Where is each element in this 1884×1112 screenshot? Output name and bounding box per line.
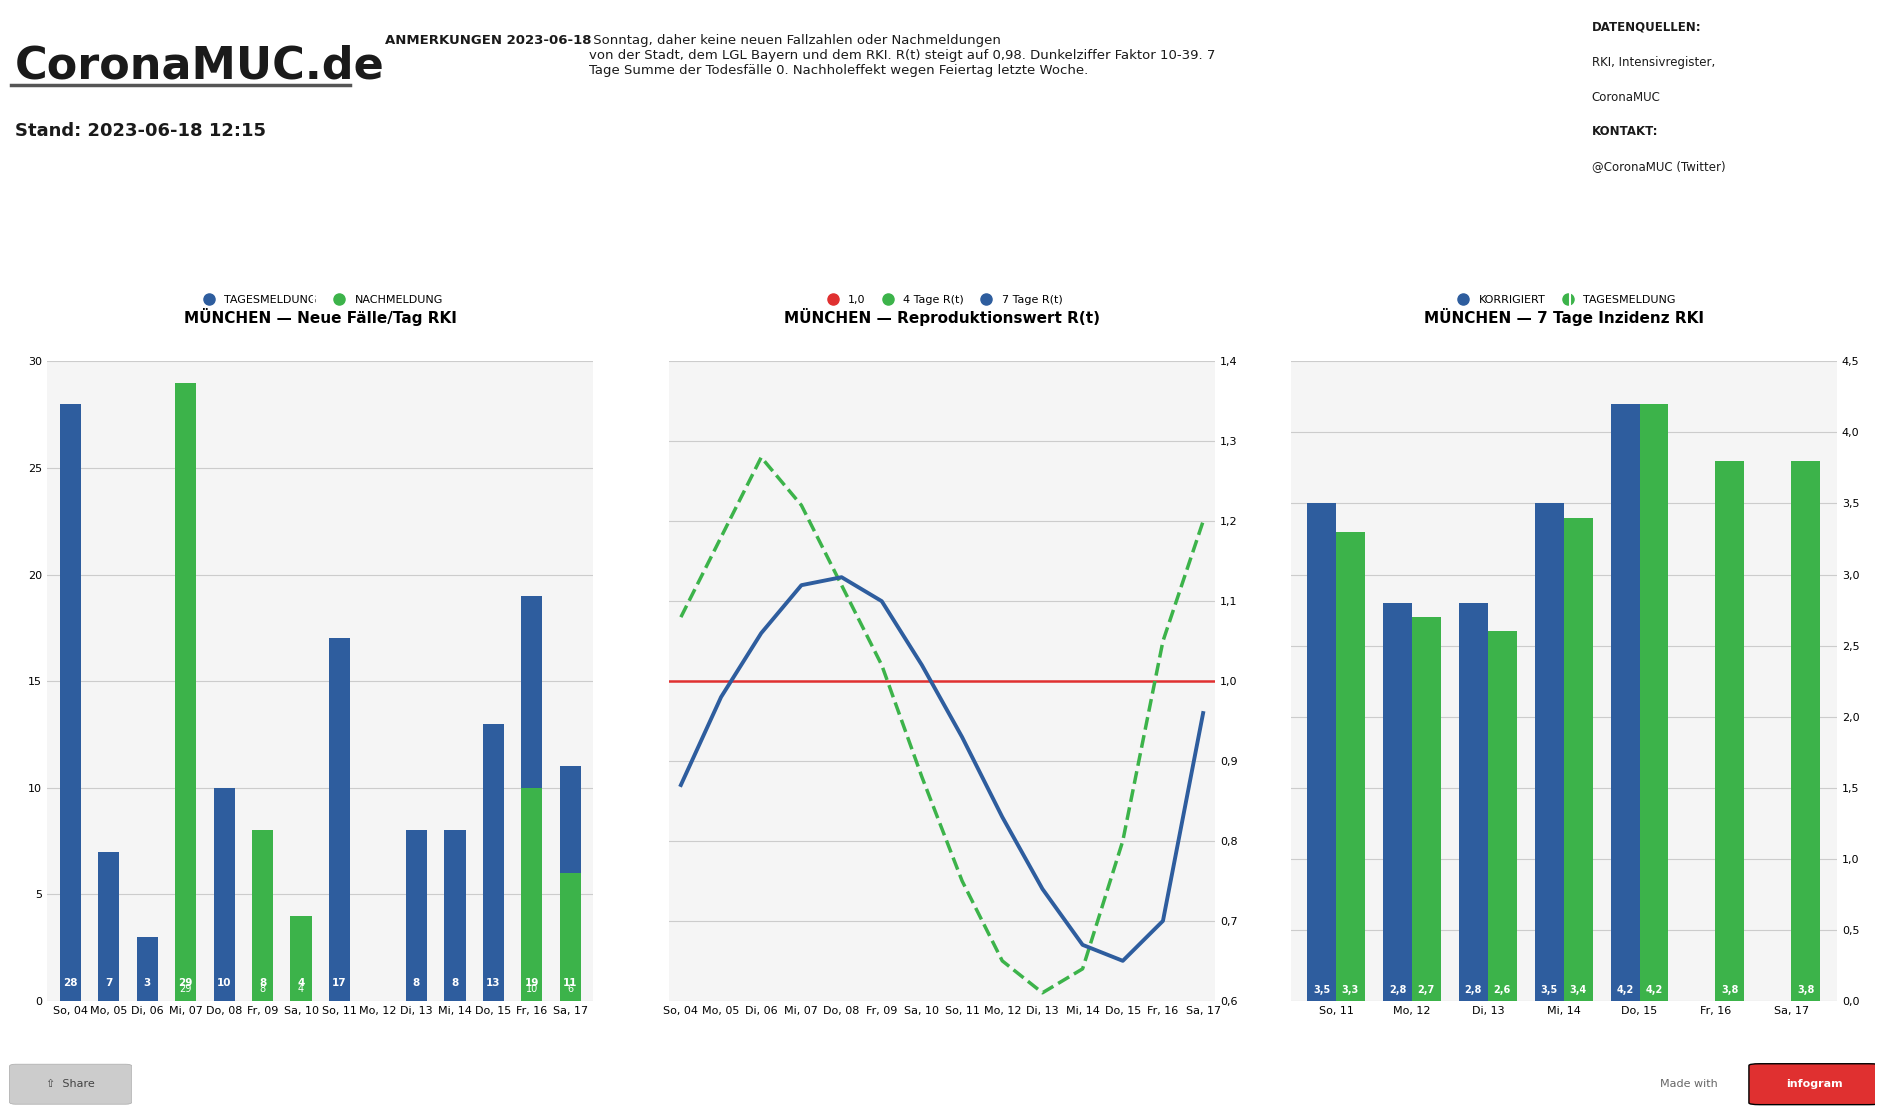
- Text: TODESFÄLLE: TODESFÄLLE: [433, 202, 509, 212]
- Bar: [522, 596, 543, 787]
- Text: 2,8: 2,8: [1464, 985, 1483, 995]
- Text: INZIDENZ RKI: INZIDENZ RKI: [1688, 202, 1767, 212]
- Text: * RKI Zahlen zu Inzidenz, Fallzahlen, Nachmeldungen und Todesfällen: Dienstag bi: * RKI Zahlen zu Inzidenz, Fallzahlen, Na…: [447, 1053, 1437, 1068]
- Text: 28: 28: [62, 979, 77, 987]
- Text: 3,4: 3,4: [1569, 985, 1586, 995]
- Text: Gesamt: 2.645
Di–Sa.*: Gesamt: 2.645 Di–Sa.*: [431, 297, 511, 320]
- Text: 10: 10: [217, 979, 232, 987]
- Bar: [136, 936, 158, 1001]
- Bar: [1383, 603, 1411, 1001]
- Bar: [405, 831, 428, 1001]
- Text: 2,7: 2,7: [1419, 985, 1436, 995]
- Text: 10–39: 10–39: [1044, 244, 1153, 277]
- Text: IFR/KH basiert
Täglich: IFR/KH basiert Täglich: [1063, 297, 1136, 320]
- Text: INTENSIVBETTENBELEGUNG: INTENSIVBETTENBELEGUNG: [703, 202, 867, 212]
- Text: BESTÄTIGTE FÄLLE: BESTÄTIGTE FÄLLE: [104, 202, 211, 212]
- Text: Gesamt: 721.603
Di–Sa.*: Gesamt: 721.603 Di–Sa.*: [111, 297, 202, 320]
- Text: CoronaMUC: CoronaMUC: [1592, 90, 1660, 103]
- Text: 29: 29: [179, 979, 192, 987]
- Bar: [1488, 632, 1517, 1001]
- Text: +1: +1: [132, 244, 183, 277]
- Text: @CoronaMUC (Twitter): @CoronaMUC (Twitter): [1592, 160, 1726, 173]
- Text: +/-0: +/-0: [820, 244, 889, 272]
- Text: 3,8: 3,8: [1722, 985, 1739, 995]
- Text: Sonntag, daher keine neuen Fallzahlen oder Nachmeldungen
von der Stadt, dem LGL : Sonntag, daher keine neuen Fallzahlen od…: [588, 33, 1215, 77]
- Legend: KORRIGIERT, TAGESMELDUNG: KORRIGIERT, TAGESMELDUNG: [1447, 290, 1681, 309]
- Bar: [60, 404, 81, 1001]
- Bar: [213, 787, 236, 1001]
- Bar: [1716, 460, 1745, 1001]
- Text: 2,6: 2,6: [1494, 985, 1511, 995]
- Text: 29: 29: [179, 984, 192, 994]
- Bar: [1411, 617, 1441, 1001]
- Bar: [1792, 460, 1820, 1001]
- Text: +0: +0: [445, 244, 497, 277]
- FancyBboxPatch shape: [9, 1064, 132, 1104]
- Bar: [290, 915, 311, 1001]
- Text: 6: 6: [567, 984, 573, 994]
- Text: 4,2: 4,2: [1616, 985, 1633, 995]
- Bar: [482, 724, 505, 1001]
- Text: 8: 8: [413, 979, 420, 987]
- Text: 3,5: 3,5: [1541, 985, 1558, 995]
- Text: 4: 4: [298, 984, 303, 994]
- FancyBboxPatch shape: [1748, 1064, 1880, 1104]
- Bar: [522, 787, 543, 1001]
- Text: DUNKELZIFFER FAKTOR: DUNKELZIFFER FAKTOR: [1031, 202, 1168, 212]
- Legend: 1,0, 4 Tage R(t), 7 Tage R(t): 1,0, 4 Tage R(t), 7 Tage R(t): [818, 290, 1066, 309]
- Text: RKI, Intensivregister,: RKI, Intensivregister,: [1592, 56, 1714, 69]
- Text: 19: 19: [526, 979, 539, 987]
- Bar: [1307, 504, 1336, 1001]
- Text: Stand: 2023-06-18 12:15: Stand: 2023-06-18 12:15: [15, 122, 266, 140]
- Text: REPRODUKTIONSWERT: REPRODUKTIONSWERT: [1345, 202, 1481, 212]
- Text: 6: 6: [705, 244, 727, 272]
- Bar: [175, 383, 196, 1001]
- Text: 8: 8: [452, 979, 458, 987]
- Bar: [1535, 504, 1564, 1001]
- Text: 3,8: 3,8: [1697, 244, 1756, 277]
- Text: Täglich: Täglich: [767, 316, 803, 326]
- Text: 3,8: 3,8: [1797, 985, 1814, 995]
- Bar: [1564, 518, 1592, 1001]
- Bar: [330, 638, 350, 1001]
- Text: 0,98 ▲: 0,98 ▲: [1353, 244, 1473, 277]
- Text: 8: 8: [258, 979, 266, 987]
- Text: 3,5: 3,5: [1313, 985, 1330, 995]
- Text: 4,2: 4,2: [1645, 985, 1664, 995]
- Text: VERÄNDERUNG: VERÄNDERUNG: [814, 294, 895, 304]
- Text: Quelle: CoronaMUC
Täglich: Quelle: CoronaMUC Täglich: [1362, 297, 1464, 320]
- Text: 7: 7: [106, 979, 113, 987]
- Text: 3,3: 3,3: [1341, 985, 1358, 995]
- Text: DATENQUELLEN:: DATENQUELLEN:: [1592, 21, 1701, 33]
- Text: Di–Sa.*: Di–Sa.*: [1709, 297, 1746, 307]
- Text: ANMERKUNGEN 2023-06-18: ANMERKUNGEN 2023-06-18: [386, 33, 592, 47]
- Text: Made with: Made with: [1660, 1080, 1718, 1089]
- Text: 2,8: 2,8: [1389, 985, 1405, 995]
- Text: 4: 4: [298, 979, 305, 987]
- Legend: TAGESMELDUNG, NACHMELDUNG: TAGESMELDUNG, NACHMELDUNG: [194, 290, 447, 309]
- Text: 8: 8: [260, 984, 266, 994]
- Title: MÜNCHEN — 7 Tage Inzidenz RKI: MÜNCHEN — 7 Tage Inzidenz RKI: [1424, 308, 1703, 326]
- Bar: [1458, 603, 1488, 1001]
- Bar: [560, 873, 580, 1001]
- Text: 11: 11: [563, 979, 578, 987]
- Bar: [252, 831, 273, 1001]
- Bar: [98, 852, 119, 1001]
- Text: 10: 10: [526, 984, 539, 994]
- Text: CoronaMUC.de: CoronaMUC.de: [15, 44, 384, 88]
- Title: MÜNCHEN — Neue Fälle/Tag RKI: MÜNCHEN — Neue Fälle/Tag RKI: [185, 308, 456, 326]
- Text: infogram: infogram: [1786, 1080, 1843, 1089]
- Bar: [1336, 532, 1364, 1001]
- Text: 17: 17: [332, 979, 347, 987]
- Bar: [1611, 404, 1639, 1001]
- Bar: [560, 766, 580, 873]
- Title: MÜNCHEN — Reproduktionswert R(t): MÜNCHEN — Reproduktionswert R(t): [784, 308, 1100, 326]
- Text: 13: 13: [486, 979, 501, 987]
- Bar: [1639, 404, 1669, 1001]
- Text: ⇧  Share: ⇧ Share: [47, 1080, 94, 1089]
- Bar: [445, 831, 465, 1001]
- Text: MÜNCHEN: MÜNCHEN: [690, 294, 742, 304]
- Text: KONTAKT:: KONTAKT:: [1592, 126, 1658, 139]
- Text: 3: 3: [143, 979, 151, 987]
